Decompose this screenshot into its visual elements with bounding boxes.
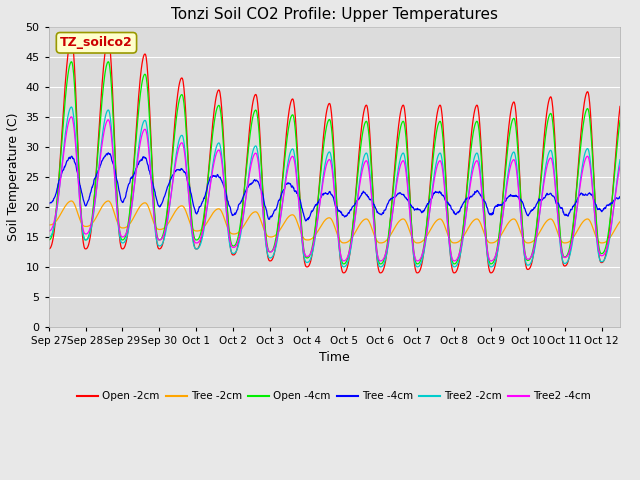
Line: Tree2 -4cm: Tree2 -4cm	[49, 117, 620, 261]
Line: Tree2 -2cm: Tree2 -2cm	[49, 107, 620, 267]
Y-axis label: Soil Temperature (C): Soil Temperature (C)	[7, 113, 20, 241]
Legend: Open -2cm, Tree -2cm, Open -4cm, Tree -4cm, Tree2 -2cm, Tree2 -4cm: Open -2cm, Tree -2cm, Open -4cm, Tree -4…	[74, 387, 595, 406]
Line: Tree -2cm: Tree -2cm	[49, 201, 620, 243]
Open -4cm	[262, 230, 269, 236]
Tree -4cm	[210, 173, 218, 179]
X-axis label: Time: Time	[319, 351, 349, 364]
Open -4cm	[487, 261, 495, 267]
Tree2 -2cm	[148, 182, 156, 188]
Tree2 -2cm	[67, 104, 75, 110]
Open -2cm	[616, 104, 624, 109]
Tree2 -4cm	[616, 163, 624, 168]
Tree2 -2cm	[616, 157, 624, 163]
Tree2 -2cm	[45, 234, 52, 240]
Tree -4cm	[159, 199, 166, 205]
Tree -4cm	[104, 150, 112, 156]
Open -2cm	[45, 246, 52, 252]
Open -2cm	[148, 152, 156, 158]
Open -4cm	[541, 136, 549, 142]
Tree2 -2cm	[477, 180, 485, 186]
Line: Tree -4cm: Tree -4cm	[49, 153, 620, 221]
Tree2 -2cm	[262, 240, 269, 246]
Tree2 -4cm	[148, 183, 156, 189]
Tree -2cm	[104, 198, 112, 204]
Line: Open -4cm: Open -4cm	[49, 62, 620, 264]
Open -4cm	[104, 59, 112, 65]
Tree -2cm	[616, 219, 624, 225]
Tree2 -4cm	[210, 160, 218, 166]
Open -2cm	[210, 110, 218, 116]
Open -4cm	[148, 157, 156, 163]
Tree2 -2cm	[541, 168, 549, 173]
Open -4cm	[159, 234, 166, 240]
Tree -4cm	[148, 177, 156, 183]
Tree -4cm	[541, 194, 549, 200]
Open -2cm	[262, 236, 269, 242]
Tree -2cm	[45, 222, 52, 228]
Tree2 -2cm	[210, 156, 218, 161]
Tree -2cm	[598, 240, 605, 246]
Tree -2cm	[262, 230, 269, 236]
Tree2 -2cm	[159, 241, 166, 247]
Open -2cm	[477, 146, 485, 152]
Open -2cm	[159, 242, 166, 248]
Tree2 -4cm	[262, 236, 269, 241]
Open -4cm	[45, 237, 52, 243]
Open -4cm	[210, 122, 218, 128]
Tree -2cm	[210, 209, 218, 215]
Tree2 -4cm	[159, 235, 166, 241]
Tree2 -4cm	[477, 184, 485, 190]
Text: TZ_soilco2: TZ_soilco2	[60, 36, 133, 49]
Open -2cm	[541, 124, 549, 130]
Tree -2cm	[148, 214, 156, 219]
Open -4cm	[616, 118, 624, 123]
Open -4cm	[477, 156, 485, 162]
Tree2 -4cm	[67, 114, 75, 120]
Tree -2cm	[159, 226, 166, 232]
Tree2 -4cm	[541, 173, 549, 179]
Tree -4cm	[262, 205, 269, 211]
Tree2 -4cm	[487, 258, 495, 264]
Tree -4cm	[616, 194, 624, 200]
Tree2 -2cm	[487, 264, 495, 270]
Title: Tonzi Soil CO2 Profile: Upper Temperatures: Tonzi Soil CO2 Profile: Upper Temperatur…	[171, 7, 498, 22]
Tree -2cm	[477, 222, 485, 228]
Tree -4cm	[45, 200, 52, 206]
Open -2cm	[487, 270, 495, 276]
Tree -4cm	[478, 194, 486, 200]
Tree2 -4cm	[45, 228, 52, 234]
Tree -2cm	[541, 221, 548, 227]
Line: Open -2cm: Open -2cm	[49, 39, 620, 273]
Tree -4cm	[302, 218, 310, 224]
Open -2cm	[104, 36, 112, 42]
